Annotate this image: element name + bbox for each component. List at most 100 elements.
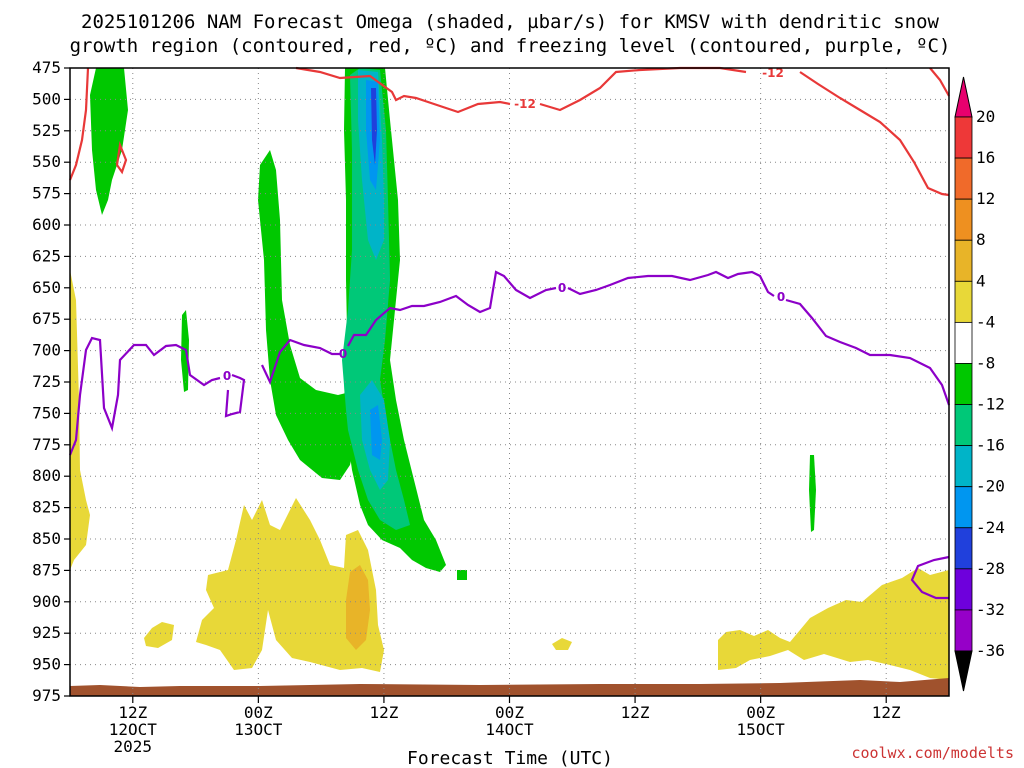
colorbar-band	[954, 363, 973, 405]
y-tick-label: 800	[32, 466, 61, 485]
colorbar-band	[954, 445, 973, 488]
x-tick-label: 14OCT	[485, 720, 534, 739]
freezing-contour-lowright	[910, 555, 950, 600]
colorbar-label: -16	[976, 436, 1005, 455]
colorbar: 20 16 12 8 4 -4 -8 -12 -16 -20 -24 -28 -32 -36	[954, 76, 1005, 692]
y-tick-label: 900	[32, 592, 61, 611]
y-tick-label: 725	[32, 372, 61, 391]
colorbar-band	[954, 280, 973, 323]
colorbar-label: 8	[976, 230, 986, 249]
x-tick-label: 12Z	[369, 703, 398, 722]
y-tick-label: 700	[32, 341, 61, 360]
y-tick-label: 650	[32, 278, 61, 297]
y-tick-label: 475	[32, 58, 61, 77]
y-tick-label: 550	[32, 152, 61, 171]
freezing-contour-main	[68, 270, 951, 456]
y-axis: 475 500 525 550 575 600 625 650 675 700 725 750 775 8…	[32, 58, 70, 705]
freezing-level-contours: 0 0 0 0	[68, 270, 951, 600]
colorbar-label: -8	[976, 353, 995, 372]
y-tick-label: 525	[32, 121, 61, 140]
y-tick-label: 675	[32, 309, 61, 328]
plot-area: -12 -12 0 0 0 0	[68, 66, 951, 697]
colorbar-band	[954, 321, 973, 364]
x-tick-label: 2025	[114, 737, 153, 756]
omega-yellow-small-2	[552, 638, 572, 650]
y-tick-label: 575	[32, 184, 61, 203]
colorbar-band	[954, 568, 973, 611]
omega-green-main-left	[258, 150, 358, 480]
y-tick-label: 825	[32, 498, 61, 517]
x-tick-label: 15OCT	[737, 720, 786, 739]
y-tick-label: 600	[32, 215, 61, 234]
colorbar-label: -36	[976, 641, 1005, 660]
chart-title-line-1: 2025101206 NAM Forecast Omega (shaded, µ…	[81, 11, 939, 33]
omega-yellow-day4	[718, 568, 949, 680]
dgz-contour-right-top	[929, 67, 950, 97]
colorbar-band	[954, 157, 973, 200]
colorbar-band	[954, 609, 973, 652]
colorbar-label: -24	[976, 518, 1005, 537]
x-tick-label: 12Z	[621, 703, 650, 722]
colorbar-label: 16	[976, 148, 995, 167]
x-tick-label: 00Z	[495, 703, 524, 722]
y-tick-label: 775	[32, 435, 61, 454]
x-tick-label: 12Z	[118, 703, 147, 722]
colorbar-top-arrow	[954, 76, 973, 118]
omega-green-sliver	[809, 455, 816, 532]
colorbar-label: 12	[976, 189, 995, 208]
omega-yellow-day2	[196, 498, 384, 672]
credit-text: coolwx.com/modelts	[851, 744, 1014, 762]
colorbar-band	[954, 239, 973, 282]
omega-teal-main	[342, 68, 410, 530]
y-tick-label: 975	[32, 686, 61, 705]
y-tick-label: 850	[32, 529, 61, 548]
freezing-contour-label-3: 0	[558, 281, 566, 295]
dgz-contour-label-2: -12	[762, 66, 784, 80]
freezing-contour-label-4: 0	[777, 290, 785, 304]
y-tick-label: 950	[32, 655, 61, 674]
plot-background	[70, 68, 949, 696]
colorbar-label: -28	[976, 559, 1005, 578]
colorbar-band	[954, 404, 973, 447]
dgz-contour-left	[68, 67, 90, 181]
omega-positive-shading	[70, 270, 949, 680]
y-tick-label: 925	[32, 623, 61, 642]
y-tick-label: 500	[32, 89, 61, 108]
colorbar-label: -32	[976, 600, 1005, 619]
x-tick-label: 12OCT	[109, 720, 158, 739]
omega-yellow-left-edge	[70, 270, 90, 570]
dgz-contour-label-1: -12	[514, 97, 536, 111]
chart-title-line-2: growth region (contoured, red, ºC) and f…	[70, 35, 951, 57]
colorbar-band	[954, 527, 973, 570]
omega-negative-shading	[90, 68, 816, 580]
dgz-contours: -12 -12	[68, 66, 950, 197]
omega-yellow-small-1	[144, 622, 174, 648]
freezing-contour-label-2: 0	[339, 347, 347, 361]
colorbar-band	[954, 486, 973, 529]
x-tick-label: 13OCT	[234, 720, 283, 739]
omega-orange-core	[346, 565, 370, 650]
x-axis-label: Forecast Time (UTC)	[407, 748, 613, 768]
colorbar-label: -20	[976, 477, 1005, 496]
colorbar-label: 4	[976, 271, 986, 290]
freezing-contour-label-1: 0	[223, 369, 231, 383]
omega-green-pixel	[457, 570, 467, 580]
dgz-contour-loop	[115, 140, 128, 175]
ground-surface	[70, 678, 949, 696]
y-tick-label: 875	[32, 560, 61, 579]
omega-green-left-column	[90, 68, 128, 215]
colorbar-label: 20	[976, 107, 995, 126]
omega-blue-lower	[370, 405, 382, 460]
colorbar-band	[954, 198, 973, 241]
x-tick-label: 12Z	[872, 703, 901, 722]
colorbar-band	[954, 116, 973, 159]
colorbar-bottom-arrow	[954, 650, 973, 692]
y-tick-label: 750	[32, 403, 61, 422]
colorbar-label: -4	[976, 312, 995, 331]
x-tick-label: 00Z	[746, 703, 775, 722]
y-tick-label: 625	[32, 246, 61, 265]
omega-darkblue-core	[371, 88, 377, 165]
x-tick-label: 00Z	[244, 703, 273, 722]
